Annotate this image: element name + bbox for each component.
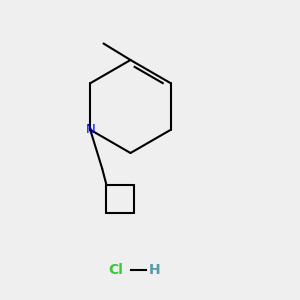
Text: Cl: Cl — [108, 263, 123, 277]
Text: N: N — [85, 123, 95, 136]
Text: H: H — [148, 263, 160, 277]
